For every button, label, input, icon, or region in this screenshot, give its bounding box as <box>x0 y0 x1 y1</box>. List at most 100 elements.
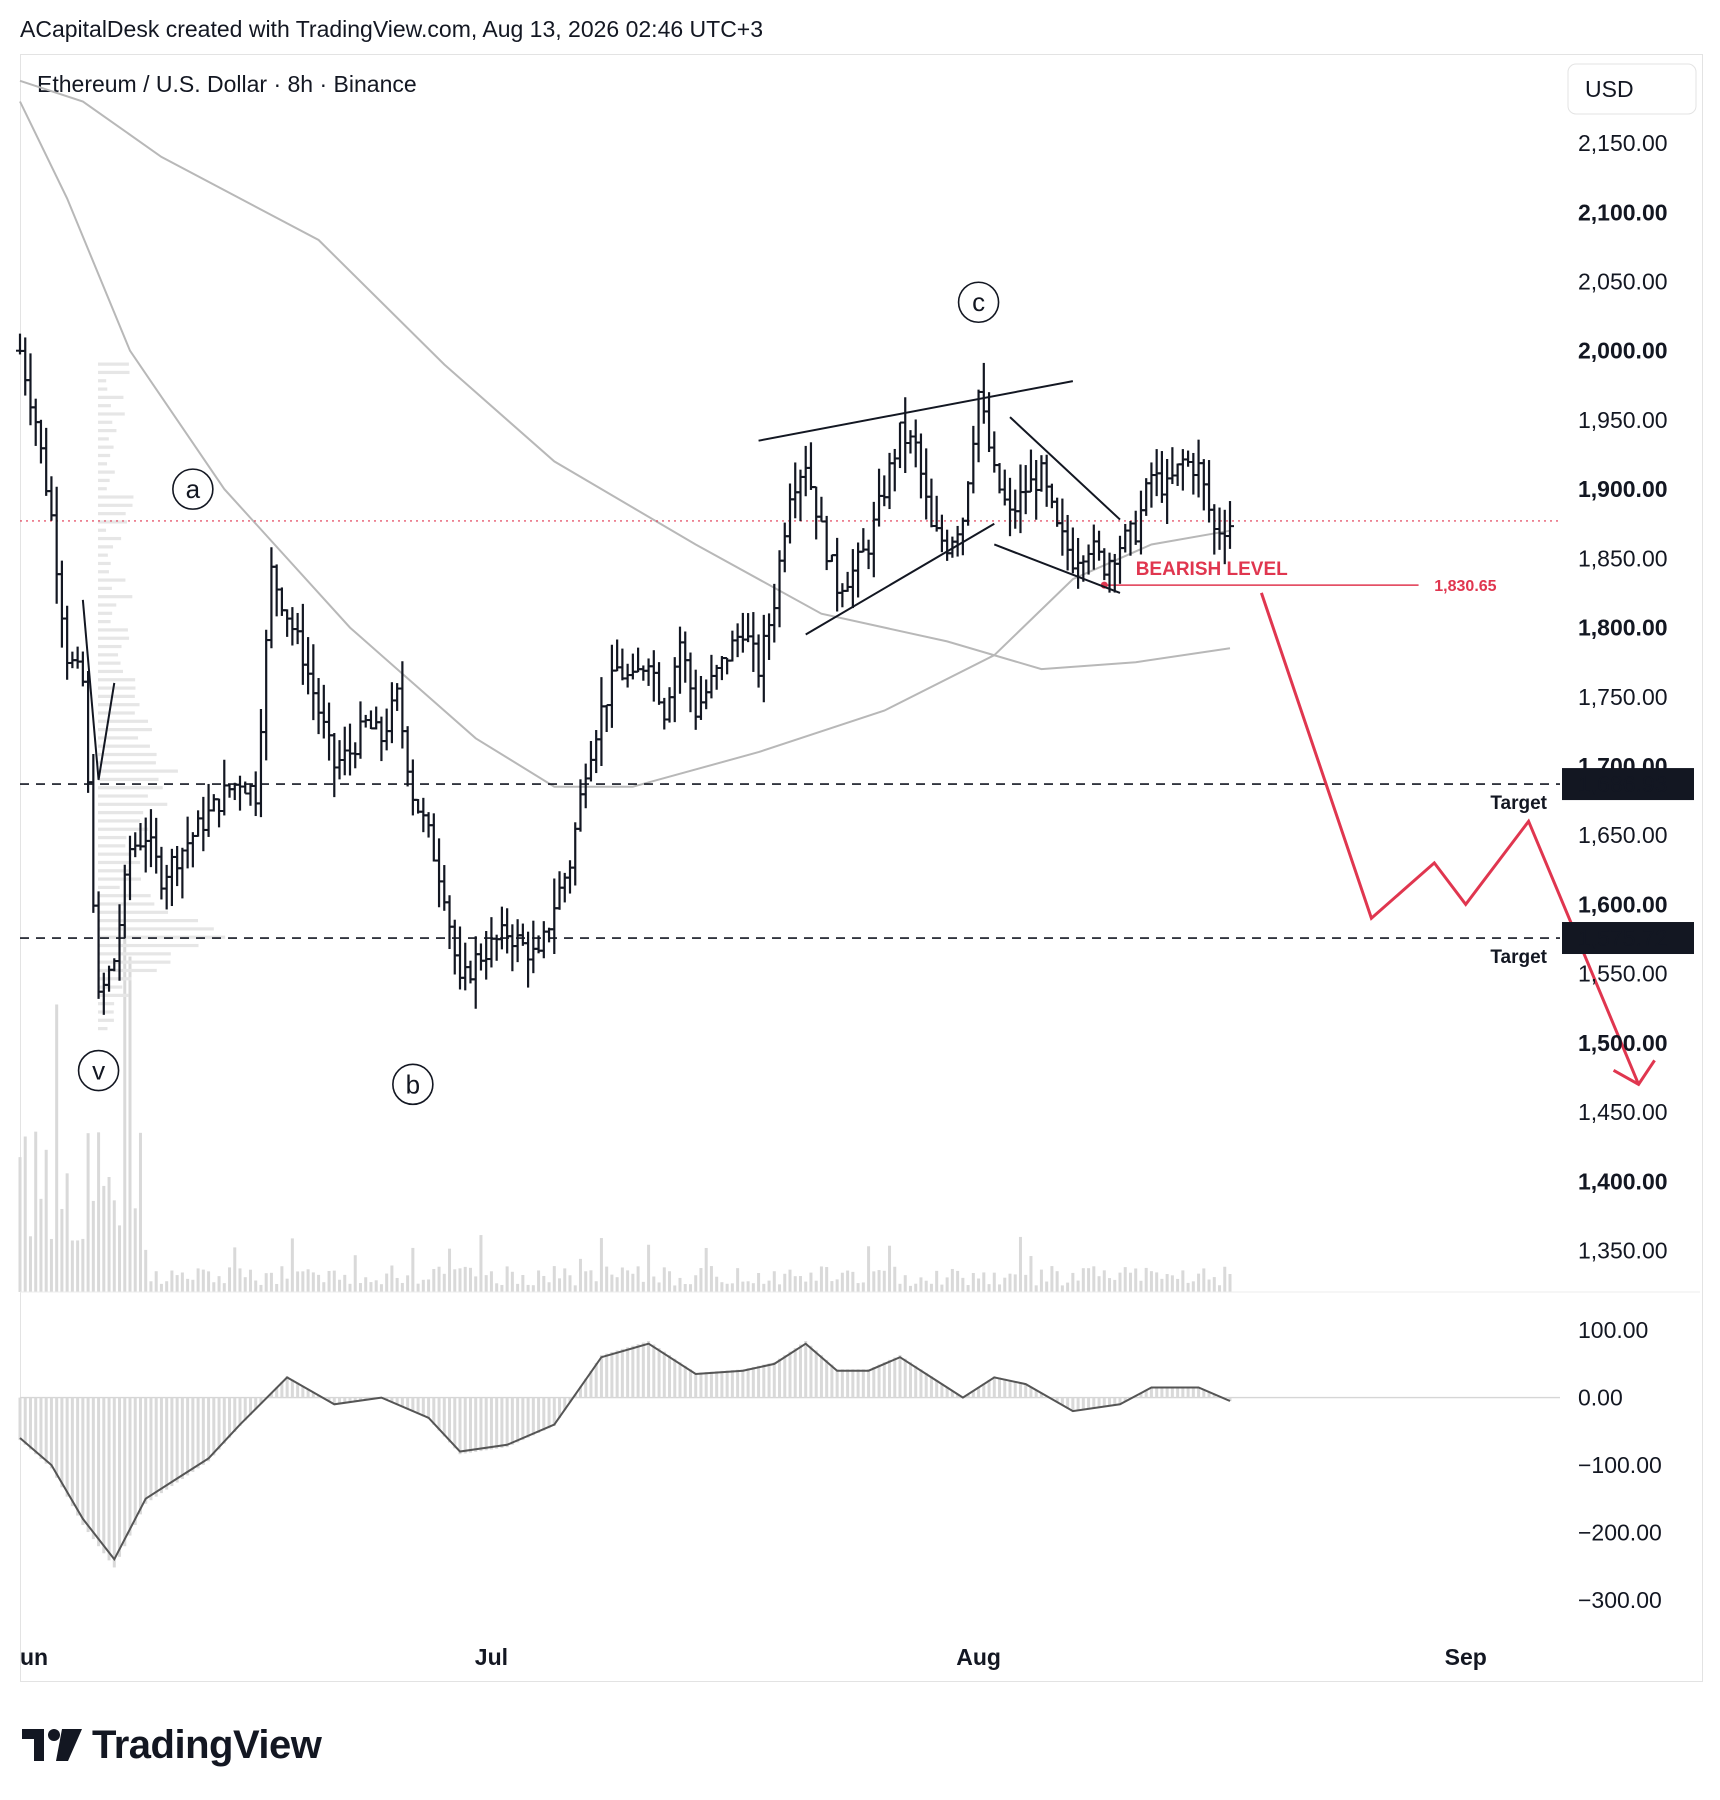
volume-bar <box>400 1282 404 1292</box>
oscillator-histogram-bar <box>1212 1394 1216 1398</box>
volume-bar <box>1008 1273 1012 1292</box>
volume-bar <box>1170 1275 1174 1292</box>
volume-profile-bar <box>98 860 141 865</box>
chart-canvas[interactable]: Ethereum / U.S. Dollar · 8h · Binance US… <box>0 0 1720 1700</box>
volume-profile-bar <box>98 478 110 483</box>
volume-bar <box>102 1185 106 1292</box>
time-axis[interactable]: un Jul Aug Sep <box>20 1644 1487 1670</box>
volume-profile-bar <box>98 869 129 873</box>
currency-button[interactable]: USD <box>1567 63 1697 115</box>
oscillator-histogram-bar <box>510 1397 514 1445</box>
volume-profile-bar <box>98 528 107 532</box>
oscillator-histogram-bar <box>1181 1386 1185 1398</box>
time-label: un <box>20 1644 48 1670</box>
volume-bar <box>814 1280 818 1292</box>
volume-bar <box>437 1266 441 1292</box>
volume-profile-bar <box>98 536 122 541</box>
volume-bar <box>856 1283 860 1292</box>
volume-profile-bar <box>98 586 112 590</box>
volume-bar <box>1092 1266 1096 1292</box>
oscillator-histogram-bar <box>1092 1397 1096 1409</box>
volume-profile-bar <box>98 802 168 806</box>
volume-bar <box>652 1276 656 1292</box>
volume-bar <box>929 1283 933 1292</box>
time-label: Sep <box>1445 1644 1487 1670</box>
trendline <box>805 522 995 636</box>
price-tick: 1,450.00 <box>1578 1099 1668 1125</box>
volume-bar <box>207 1271 211 1292</box>
tradingview-logo[interactable]: TradingView <box>22 1720 322 1770</box>
volume-bar <box>940 1284 944 1292</box>
oscillator-histogram-bar <box>290 1379 294 1398</box>
volume-bar <box>406 1275 410 1292</box>
oscillator-histogram-bar <box>248 1397 252 1415</box>
oscillator-histogram-bar <box>453 1397 457 1449</box>
volume-bar <box>243 1277 247 1292</box>
volume-profile-bar <box>98 595 133 599</box>
volume-bar <box>809 1272 813 1292</box>
oscillator-histogram-bar <box>1155 1386 1159 1398</box>
volume-bar <box>1149 1271 1153 1292</box>
volume-bar <box>1218 1285 1222 1292</box>
oscillator-histogram-bar <box>720 1370 724 1398</box>
volume-bar <box>688 1284 692 1292</box>
oscillator-histogram-bar <box>65 1397 69 1497</box>
volume-profile-bar <box>98 902 155 906</box>
volume-bar <box>694 1275 698 1292</box>
price-axis[interactable]: 2,150.00 2,100.00 2,050.00 2,000.00 1,950.00… <box>1562 130 1694 1263</box>
oscillator-histogram-bar <box>798 1344 802 1398</box>
volume-bar <box>1034 1285 1038 1292</box>
oscillator-histogram-bar <box>332 1397 336 1405</box>
oscillator-histogram-bar <box>159 1397 163 1494</box>
trendline <box>1009 416 1121 521</box>
volume-bar <box>877 1270 881 1292</box>
volume-bar <box>358 1283 362 1292</box>
volume-profile-bar <box>98 769 178 773</box>
volume-bar <box>872 1271 876 1292</box>
volume-bar <box>709 1266 713 1292</box>
oscillator-histogram-bar <box>888 1359 892 1398</box>
volume-bar <box>212 1282 216 1292</box>
oscillator-histogram-bar <box>484 1397 488 1451</box>
volume-bar <box>615 1277 619 1292</box>
volume-bar <box>987 1284 991 1292</box>
oscillator-histogram-bar <box>60 1397 64 1488</box>
oscillator-histogram-bar <box>678 1362 682 1398</box>
volume-bar <box>1076 1280 1080 1292</box>
oscillator-histogram-bar <box>688 1369 692 1398</box>
volume-bar <box>783 1273 787 1292</box>
volume-bar <box>1045 1281 1049 1292</box>
oscillator-histogram-bar <box>893 1357 897 1398</box>
volume-profile-bar <box>98 919 199 923</box>
oscillator-histogram-bar <box>830 1364 834 1398</box>
volume-bar <box>741 1281 745 1292</box>
volume-profile-bar <box>98 844 126 848</box>
volume-bar <box>60 1208 64 1292</box>
volume-bar <box>411 1247 415 1292</box>
bearish-level-label: BEARISH LEVEL <box>1136 559 1288 580</box>
oscillator-histogram-bar <box>327 1397 331 1402</box>
volume-bar <box>788 1269 792 1292</box>
oscillator-histogram-bar <box>138 1397 142 1515</box>
volume-bar <box>736 1268 740 1292</box>
target-price-tag-label: 1,575.72 <box>1578 925 1668 951</box>
oscillator-histogram-bar <box>950 1390 954 1398</box>
volume-bar <box>647 1244 651 1292</box>
oscillator-histogram-bar <box>1081 1397 1085 1411</box>
oscillator-histogram-bar <box>259 1397 263 1404</box>
volume-bar <box>563 1268 567 1292</box>
volume-bar <box>1055 1271 1059 1292</box>
oscillator-histogram-bar <box>877 1364 881 1398</box>
volume-bar <box>945 1277 949 1292</box>
volume-profile-bar <box>98 835 127 840</box>
oscillator-histogram-bar <box>39 1397 43 1459</box>
volume-profile-bar <box>98 620 111 624</box>
bearish-level-value: 1,830.65 <box>1434 578 1496 595</box>
volume-bar <box>34 1131 38 1292</box>
oscillator-histogram-bar <box>552 1397 556 1426</box>
volume-profile-bar <box>98 952 171 956</box>
oscillator-histogram-bar <box>652 1344 656 1398</box>
oscillator-histogram-bar <box>102 1397 106 1554</box>
volume-bar <box>374 1280 378 1292</box>
oscillator-histogram-bar <box>819 1355 823 1398</box>
